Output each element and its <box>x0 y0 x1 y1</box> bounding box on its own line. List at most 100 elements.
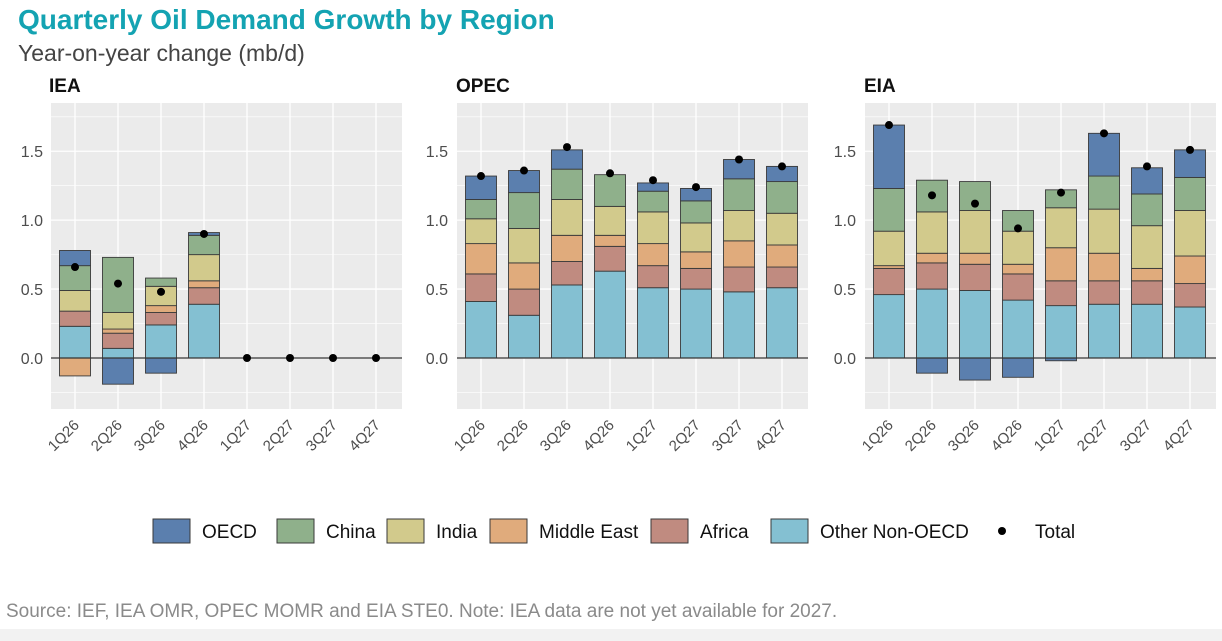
bar-china-3q26 <box>145 277 177 287</box>
legend-label: Total <box>1035 522 1075 543</box>
bar-india-2q27 <box>1088 208 1120 254</box>
total-point-2q26 <box>520 166 528 175</box>
bar-oecd-2q26 <box>916 357 948 374</box>
bar-other-non-oecd-2q26 <box>102 347 134 359</box>
bar-oecd-2q27 <box>1088 132 1120 177</box>
bar-india-2q26 <box>508 227 540 264</box>
bar-other-non-oecd-1q27 <box>1045 305 1077 359</box>
legend-key <box>770 518 809 544</box>
x-tick-label: 2Q27 <box>260 417 298 455</box>
bar-middle-east-4q26 <box>594 234 626 247</box>
bar-other-non-oecd-4q26 <box>188 303 220 359</box>
legend-label: Africa <box>700 522 749 543</box>
legend-key-total <box>998 527 1006 535</box>
bar-china-4q26 <box>188 234 220 256</box>
bar-middle-east-4q27 <box>766 244 798 268</box>
legend-key <box>152 518 191 544</box>
total-point-1q26 <box>885 121 893 130</box>
bar-africa-2q26 <box>102 332 134 349</box>
bar-africa-3q27 <box>1131 280 1163 305</box>
y-tick-label: 0.0 <box>21 351 43 368</box>
bar-africa-1q27 <box>1045 280 1077 307</box>
total-point-1q27 <box>1057 188 1065 197</box>
total-point-2q26 <box>928 191 936 200</box>
bar-other-non-oecd-3q27 <box>1131 303 1163 359</box>
bar-india-1q27 <box>1045 207 1077 249</box>
legend-label: China <box>326 522 376 543</box>
total-point-3q26 <box>157 287 165 296</box>
legend-key <box>489 518 528 544</box>
x-tick-label: 1Q26 <box>45 417 83 455</box>
y-tick-label: 1.0 <box>21 213 43 230</box>
bar-middle-east-4q27 <box>1174 255 1206 285</box>
x-tick-label: 4Q27 <box>1160 417 1198 455</box>
bar-india-1q26 <box>873 230 905 267</box>
total-point-2q27 <box>692 183 700 192</box>
bar-oecd-1q26 <box>873 124 905 189</box>
bar-africa-3q26 <box>551 261 583 286</box>
bar-africa-4q27 <box>766 266 798 289</box>
x-tick-label: 4Q26 <box>580 417 618 455</box>
bar-africa-4q26 <box>188 287 220 305</box>
bar-middle-east-3q26 <box>959 252 991 265</box>
x-tick-label: 3Q27 <box>1117 417 1155 455</box>
y-tick-label: 0.5 <box>834 282 856 299</box>
bar-india-3q27 <box>723 210 755 242</box>
bar-india-4q26 <box>188 254 220 282</box>
bar-africa-2q27 <box>1088 280 1120 305</box>
bar-other-non-oecd-2q26 <box>508 314 540 359</box>
legend-label: OECD <box>202 522 257 543</box>
x-tick-label: 2Q26 <box>88 417 126 455</box>
bar-other-non-oecd-1q27 <box>637 287 669 359</box>
legend-item-oecd: OECD <box>152 518 257 544</box>
bar-africa-3q27 <box>723 266 755 293</box>
x-tick-label: 2Q26 <box>902 417 940 455</box>
total-point-3q27 <box>735 155 743 164</box>
bar-oecd-4q27 <box>1174 149 1206 178</box>
panel-title: EIA <box>864 76 896 97</box>
legend-item-middle-east: Middle East <box>489 518 639 544</box>
total-point-1q27 <box>649 176 657 185</box>
legend-item-china: China <box>276 518 376 544</box>
y-tick-label: 1.0 <box>834 213 856 230</box>
bar-india-3q27 <box>1131 225 1163 269</box>
bar-india-2q27 <box>680 222 712 253</box>
total-point-3q27 <box>329 354 337 362</box>
bar-china-2q27 <box>1088 175 1120 210</box>
bar-china-2q26 <box>508 192 540 229</box>
bar-middle-east-2q26 <box>508 262 540 290</box>
bar-oecd-3q26 <box>551 149 583 170</box>
bar-oecd-2q26 <box>102 357 134 385</box>
bar-india-1q27 <box>637 211 669 245</box>
bar-india-4q26 <box>1002 230 1034 265</box>
bar-other-non-oecd-1q26 <box>873 294 905 359</box>
bar-china-1q27 <box>637 190 669 213</box>
total-point-3q26 <box>971 199 979 208</box>
bar-china-1q26 <box>465 199 497 220</box>
bar-middle-east-4q26 <box>188 280 220 289</box>
bar-africa-4q27 <box>1174 283 1206 308</box>
total-point-1q26 <box>71 263 79 272</box>
bar-india-2q26 <box>916 211 948 254</box>
bar-middle-east-2q27 <box>680 251 712 269</box>
y-tick-label: 1.0 <box>426 213 448 230</box>
bar-africa-3q26 <box>145 312 177 326</box>
bar-china-4q27 <box>766 181 798 214</box>
x-tick-label: 4Q26 <box>988 417 1026 455</box>
bar-other-non-oecd-2q27 <box>1088 303 1120 359</box>
legend-item-other-non-oecd: Other Non-OECD <box>770 518 969 544</box>
legend: OECD China India Middle East Africa Other Non… <box>152 518 1075 544</box>
bar-other-non-oecd-1q26 <box>59 325 91 359</box>
panel-opec: OPEC 0.0 0.5 1.0 1.5 1Q26 2Q26 3Q26 4Q26 1Q27 2Q27… <box>426 76 808 455</box>
bar-oecd-4q26 <box>1002 357 1034 378</box>
bar-india-1q26 <box>465 218 497 245</box>
bar-middle-east-2q27 <box>1088 252 1120 282</box>
bar-india-3q26 <box>551 199 583 236</box>
x-tick-label: 2Q27 <box>1074 417 1112 455</box>
bar-africa-1q27 <box>637 265 669 289</box>
bar-africa-1q26 <box>59 310 91 327</box>
bar-india-4q27 <box>766 212 798 246</box>
bar-middle-east-2q26 <box>916 252 948 264</box>
panel-iea: IEA 0.0 0.5 1.0 1.5 1Q26 2Q26 3Q26 4Q26 1Q27 2Q27 3… <box>21 76 402 455</box>
bar-africa-4q26 <box>594 245 626 272</box>
